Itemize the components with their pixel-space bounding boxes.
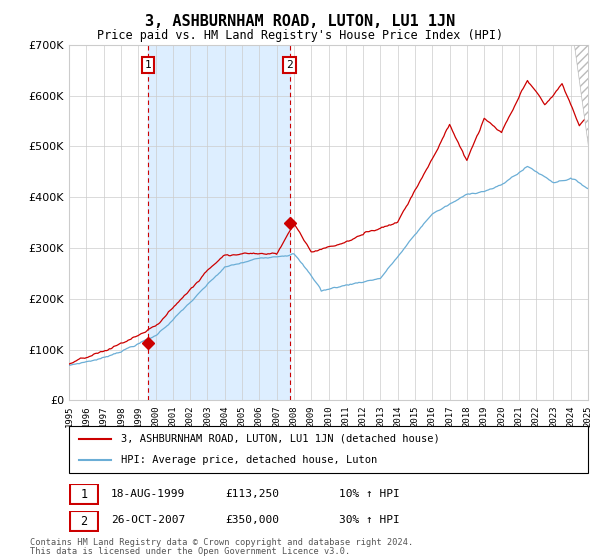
Text: 30% ↑ HPI: 30% ↑ HPI [339, 516, 400, 525]
Text: Price paid vs. HM Land Registry's House Price Index (HPI): Price paid vs. HM Land Registry's House … [97, 29, 503, 42]
Polygon shape [574, 45, 588, 146]
Text: Contains HM Land Registry data © Crown copyright and database right 2024.: Contains HM Land Registry data © Crown c… [30, 539, 413, 548]
Text: 2: 2 [286, 60, 293, 70]
Text: 2: 2 [80, 515, 88, 528]
Text: £113,250: £113,250 [225, 489, 279, 498]
Text: 3, ASHBURNHAM ROAD, LUTON, LU1 1JN (detached house): 3, ASHBURNHAM ROAD, LUTON, LU1 1JN (deta… [121, 434, 440, 444]
Text: 1: 1 [80, 488, 88, 501]
Text: This data is licensed under the Open Government Licence v3.0.: This data is licensed under the Open Gov… [30, 548, 350, 557]
Bar [148, 45, 290, 400]
Text: 10% ↑ HPI: 10% ↑ HPI [339, 489, 400, 498]
FancyBboxPatch shape [70, 484, 98, 505]
Text: 3, ASHBURNHAM ROAD, LUTON, LU1 1JN: 3, ASHBURNHAM ROAD, LUTON, LU1 1JN [145, 14, 455, 29]
Text: £350,000: £350,000 [225, 516, 279, 525]
FancyBboxPatch shape [70, 511, 98, 531]
FancyBboxPatch shape [69, 426, 588, 473]
Text: 1: 1 [145, 60, 152, 70]
Text: 26-OCT-2007: 26-OCT-2007 [111, 516, 185, 525]
Text: HPI: Average price, detached house, Luton: HPI: Average price, detached house, Luto… [121, 455, 377, 465]
Text: 18-AUG-1999: 18-AUG-1999 [111, 489, 185, 498]
